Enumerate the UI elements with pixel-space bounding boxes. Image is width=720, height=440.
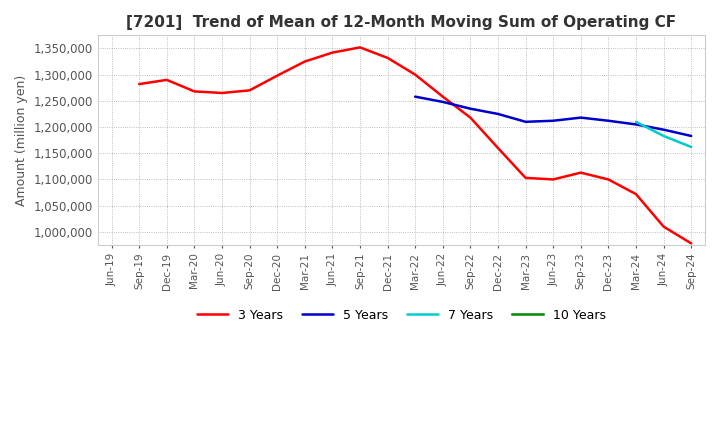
Title: [7201]  Trend of Mean of 12-Month Moving Sum of Operating CF: [7201] Trend of Mean of 12-Month Moving … [126, 15, 677, 30]
3 Years [494, 145, 503, 150]
5 Years [549, 118, 557, 123]
3 Years [577, 170, 585, 175]
3 Years [549, 177, 557, 182]
5 Years [631, 122, 640, 127]
3 Years [660, 224, 668, 229]
3 Years [163, 77, 171, 83]
3 Years [190, 89, 199, 94]
5 Years [466, 106, 474, 111]
Line: 7 Years: 7 Years [636, 122, 691, 147]
Legend: 3 Years, 5 Years, 7 Years, 10 Years: 3 Years, 5 Years, 7 Years, 10 Years [192, 304, 611, 327]
5 Years [494, 111, 503, 117]
5 Years [411, 94, 420, 99]
3 Years [466, 115, 474, 120]
Line: 5 Years: 5 Years [415, 97, 691, 136]
3 Years [328, 50, 337, 55]
5 Years [521, 119, 530, 125]
7 Years [687, 144, 696, 150]
3 Years [356, 45, 364, 50]
3 Years [604, 177, 613, 182]
3 Years [438, 94, 447, 99]
Line: 3 Years: 3 Years [139, 48, 691, 243]
3 Years [246, 88, 254, 93]
Y-axis label: Amount (million yen): Amount (million yen) [15, 74, 28, 206]
3 Years [217, 90, 226, 95]
3 Years [383, 55, 392, 61]
5 Years [687, 133, 696, 139]
3 Years [411, 72, 420, 77]
3 Years [631, 191, 640, 197]
3 Years [687, 241, 696, 246]
3 Years [135, 81, 143, 87]
3 Years [521, 175, 530, 180]
7 Years [631, 119, 640, 125]
5 Years [604, 118, 613, 123]
5 Years [577, 115, 585, 120]
7 Years [660, 133, 668, 139]
5 Years [438, 99, 447, 105]
3 Years [273, 73, 282, 78]
3 Years [300, 59, 309, 64]
5 Years [660, 127, 668, 132]
